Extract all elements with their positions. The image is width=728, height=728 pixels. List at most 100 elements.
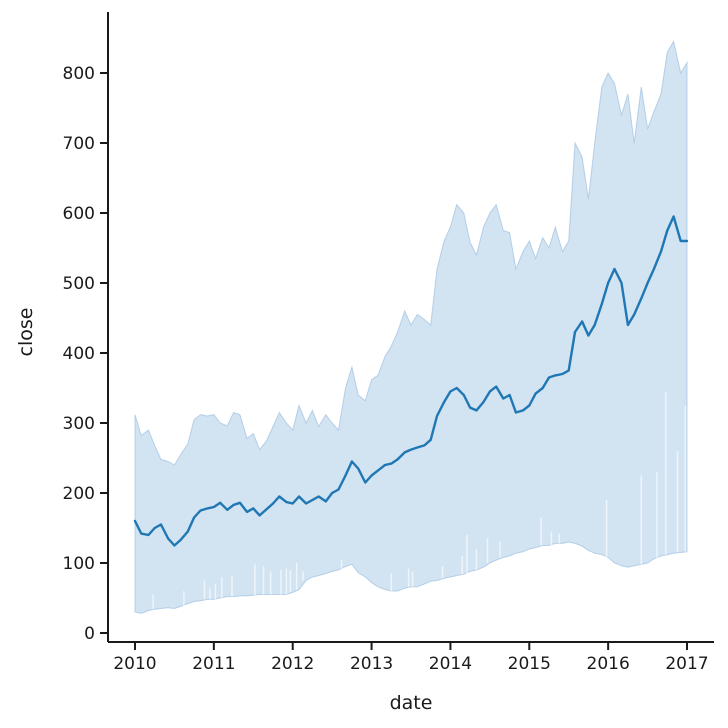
- series-point-41: [403, 451, 406, 454]
- series-point-62: [541, 387, 544, 389]
- series-point-69: [587, 334, 590, 337]
- series-point-8: [186, 530, 189, 533]
- series-point-16: [238, 501, 241, 504]
- series-point-49: [455, 387, 458, 389]
- series-point-32: [344, 474, 347, 477]
- series-point-35: [364, 481, 367, 484]
- series-point-68: [581, 320, 584, 323]
- series-point-29: [324, 500, 327, 503]
- series-point-14: [226, 508, 229, 511]
- series-point-11: [206, 507, 209, 510]
- series-point-17: [246, 510, 248, 513]
- series-point-54: [488, 390, 491, 393]
- series-point-48: [449, 390, 452, 393]
- series-point-81: [666, 229, 669, 232]
- series-point-28: [317, 495, 320, 498]
- y-tick-label-300: 300: [63, 414, 95, 434]
- x-tick-label-2013: 2013: [350, 654, 393, 674]
- series-point-5: [167, 537, 170, 540]
- series-point-22: [278, 495, 281, 498]
- series-point-53: [482, 401, 485, 403]
- series-point-79: [652, 268, 655, 270]
- y-tick-label-100: 100: [63, 554, 95, 574]
- series-point-70: [593, 324, 596, 326]
- series-point-77: [640, 297, 643, 300]
- series-point-42: [410, 448, 412, 451]
- series-point-74: [620, 282, 623, 284]
- series-point-20: [265, 508, 268, 511]
- series-point-15: [232, 503, 235, 506]
- series-point-78: [646, 282, 649, 284]
- series-point-25: [298, 495, 300, 498]
- series-point-63: [548, 376, 550, 379]
- series-point-10: [199, 509, 202, 512]
- series-point-72: [607, 282, 610, 284]
- series-point-57: [508, 394, 511, 396]
- series-point-40: [396, 458, 399, 461]
- series-point-34: [357, 467, 360, 470]
- series-point-83: [679, 240, 682, 242]
- series-point-13: [219, 501, 222, 504]
- series-line-layer: [133, 215, 689, 547]
- x-tick-label-2011: 2011: [192, 654, 235, 674]
- x-tick-label-2014: 2014: [429, 654, 472, 674]
- y-tick-label-200: 200: [63, 484, 95, 504]
- x-tick-label-2016: 2016: [587, 654, 630, 674]
- series-point-84: [686, 240, 688, 242]
- series-point-55: [495, 385, 498, 388]
- y-tick-label-700: 700: [63, 134, 95, 154]
- series-point-38: [384, 464, 386, 466]
- series-point-44: [423, 444, 426, 447]
- series-point-82: [672, 215, 675, 218]
- series-point-80: [660, 250, 662, 253]
- series-point-18: [252, 507, 255, 510]
- series-point-61: [534, 392, 537, 395]
- series-point-2: [147, 534, 150, 536]
- y-tick-label-500: 500: [63, 274, 95, 294]
- series-point-36: [370, 474, 373, 477]
- series-point-73: [613, 268, 616, 270]
- x-tick-label-2017: 2017: [665, 654, 708, 674]
- series-point-52: [475, 409, 478, 412]
- series-point-51: [469, 406, 472, 409]
- series-point-47: [443, 401, 446, 403]
- series-point-59: [522, 409, 524, 412]
- series-point-76: [633, 313, 636, 316]
- x-tick-label-2012: 2012: [271, 654, 314, 674]
- series-point-0: [134, 520, 136, 522]
- series-point-31: [337, 488, 340, 491]
- series-point-27: [311, 499, 314, 501]
- x-tick-label-2015: 2015: [508, 654, 551, 674]
- series-point-65: [561, 373, 564, 375]
- series-point-6: [173, 544, 176, 547]
- series-point-26: [305, 502, 308, 505]
- y-tick-label-400: 400: [63, 344, 95, 364]
- series-point-46: [436, 415, 438, 417]
- axes: 0 100 200 300 400 500 600 700 800 2010 2011 2012 201…: [63, 12, 714, 674]
- y-tick-label-600: 600: [63, 204, 95, 224]
- confidence-band: [134, 40, 688, 614]
- series-point-19: [258, 514, 261, 517]
- series-point-3: [153, 527, 156, 529]
- series-point-37: [376, 469, 379, 472]
- series-point-7: [179, 538, 182, 541]
- series-point-58: [514, 411, 517, 414]
- series-point-64: [554, 374, 557, 377]
- series-point-75: [626, 324, 629, 326]
- series-point-23: [285, 501, 288, 504]
- series-point-43: [416, 446, 419, 449]
- series-point-67: [574, 331, 576, 333]
- series-point-21: [272, 502, 274, 505]
- series-point-24: [291, 502, 294, 505]
- y-axis-title: close: [15, 308, 37, 357]
- x-axis-title: date: [390, 692, 433, 714]
- series-point-50: [462, 394, 465, 396]
- series-point-60: [528, 404, 531, 407]
- series-point-71: [600, 303, 603, 305]
- series-point-45: [429, 438, 432, 441]
- y-tick-label-0: 0: [84, 624, 95, 644]
- series-point-56: [502, 397, 505, 400]
- series-point-12: [212, 506, 215, 508]
